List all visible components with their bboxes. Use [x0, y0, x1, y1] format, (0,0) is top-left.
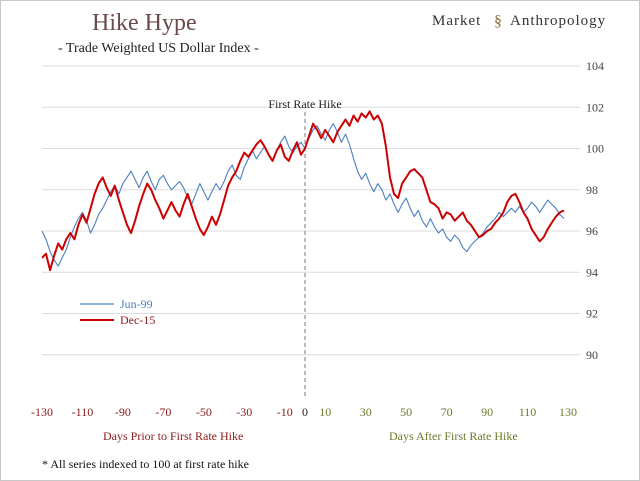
chart-subtitle: - Trade Weighted US Dollar Index -: [58, 41, 259, 56]
x-tick-label: -110: [72, 405, 94, 419]
series-line-dec15: [41, 110, 565, 272]
legend-label-dec15: Dec-15: [120, 313, 155, 327]
brand-mark-icon: §: [494, 13, 502, 30]
first-hike-annotation: First Rate Hike: [268, 97, 341, 111]
x-tick-label: 110: [519, 405, 537, 419]
x-tick-label: 90: [481, 405, 493, 419]
y-tick-label: 98: [586, 183, 598, 197]
left-axis-label: Days Prior to First Rate Hike: [103, 429, 243, 443]
x-tick-label: 30: [360, 405, 372, 419]
y-axis-ticks: 90 92 94 96 98 100 102 104: [586, 59, 604, 362]
x-tick-label: 130: [559, 405, 577, 419]
brand-first: Market: [432, 13, 481, 29]
x-tick-label: 10: [319, 405, 331, 419]
series-line-jun99: [41, 123, 565, 267]
y-tick-label: 90: [586, 348, 598, 362]
y-tick-label: 96: [586, 224, 598, 238]
y-tick-label: 100: [586, 142, 604, 156]
footnote: * All series indexed to 100 at first rat…: [42, 457, 249, 471]
y-tick-label: 94: [586, 265, 598, 279]
x-tick-label: 0: [302, 405, 308, 419]
brand-logo: Market § Anthropology: [432, 13, 606, 30]
right-axis-label: Days After First Rate Hike: [389, 429, 518, 443]
legend: Jun-99 Dec-15: [80, 297, 155, 327]
chart-title: Hike Hype: [92, 10, 197, 36]
x-tick-label: 70: [441, 405, 453, 419]
legend-label-jun99: Jun-99: [120, 297, 153, 311]
x-tick-label: -130: [31, 405, 53, 419]
x-tick-label: -10: [277, 405, 293, 419]
x-tick-label: -50: [196, 405, 212, 419]
series-lines: [41, 110, 565, 272]
x-tick-label: -90: [115, 405, 131, 419]
y-tick-label: 102: [586, 100, 604, 114]
x-tick-label: -30: [236, 405, 252, 419]
y-tick-label: 92: [586, 307, 598, 321]
y-tick-label: 104: [586, 59, 604, 73]
x-tick-label: 50: [400, 405, 412, 419]
brand-second: Anthropology: [510, 13, 606, 29]
x-axis-ticks: -130 -110 -90 -70 -50 -30 -10 0 10 30 50 70 90 110 130: [31, 405, 577, 419]
x-tick-label: -70: [155, 405, 171, 419]
